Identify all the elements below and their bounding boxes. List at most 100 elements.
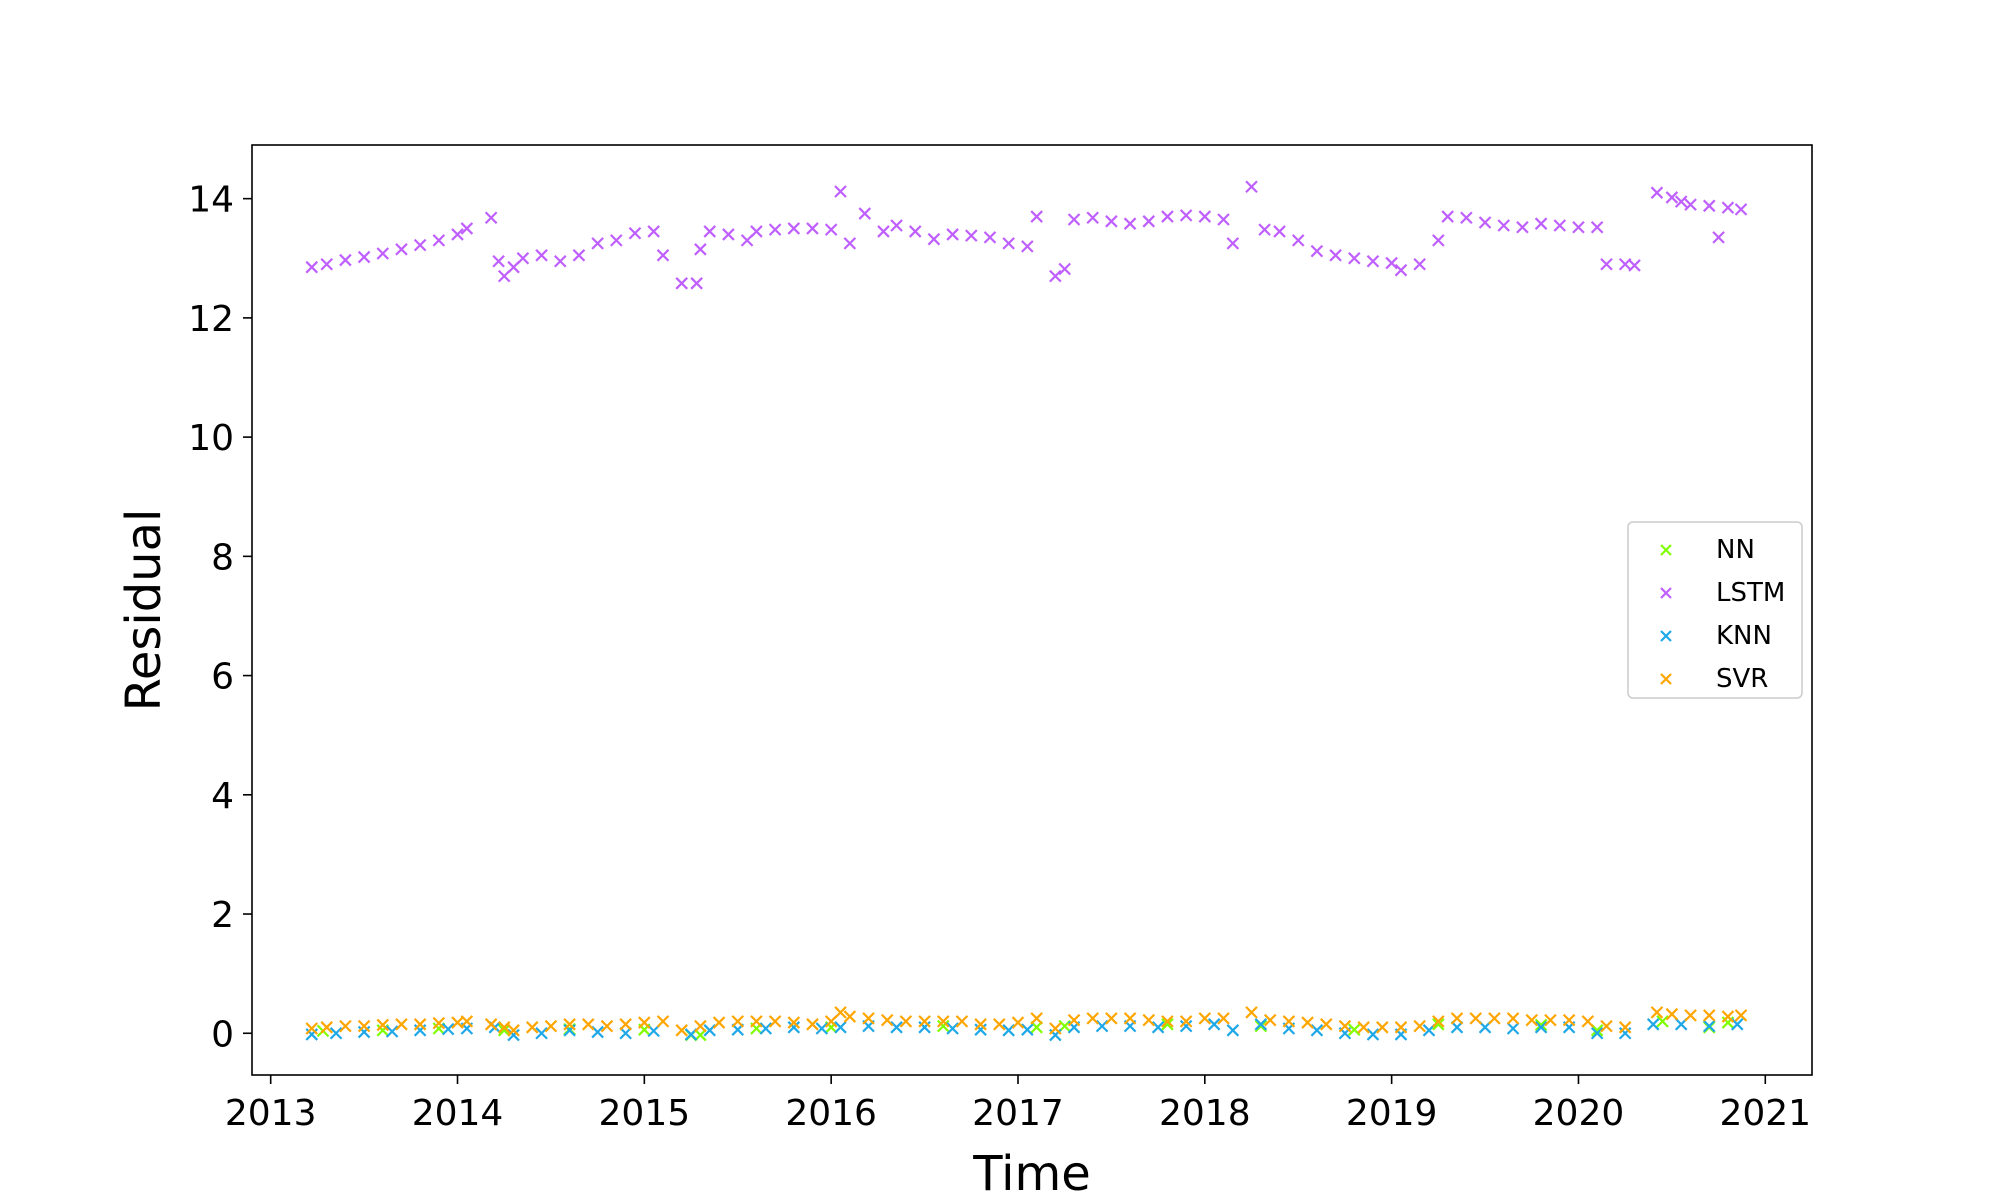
lstm-point xyxy=(1123,217,1137,230)
lstm-point xyxy=(834,185,847,198)
knn-point xyxy=(946,1022,959,1035)
svr-point xyxy=(1702,1009,1716,1022)
lstm-point xyxy=(1712,231,1725,244)
svr-point xyxy=(993,1018,1006,1031)
lstm-point xyxy=(610,234,623,247)
lstm-point xyxy=(927,232,941,246)
svr-point xyxy=(600,1019,614,1033)
x-tick-label: 2015 xyxy=(599,1093,691,1134)
lstm-point xyxy=(516,251,530,265)
svr-point xyxy=(694,1019,707,1033)
nn-point xyxy=(1030,1021,1043,1034)
svr-point xyxy=(1319,1018,1333,1031)
lstm-point xyxy=(983,231,997,244)
lstm-point xyxy=(1385,256,1398,270)
y-tick-label: 14 xyxy=(188,180,234,221)
knn-point xyxy=(619,1026,632,1040)
knn-point xyxy=(591,1025,604,1039)
knn-point xyxy=(759,1022,773,1035)
knn-point xyxy=(1646,1018,1660,1031)
svr-point xyxy=(1263,1013,1277,1027)
svr-point xyxy=(1544,1013,1557,1027)
lstm-point xyxy=(492,254,505,268)
svr-point xyxy=(1469,1012,1482,1025)
svr-point xyxy=(525,1021,539,1034)
x-tick-label: 2014 xyxy=(412,1093,504,1134)
svr-point xyxy=(1142,1013,1156,1027)
lstm-point xyxy=(1497,219,1511,232)
x-axis-title: Time xyxy=(972,1146,1090,1200)
svr-point xyxy=(1338,1019,1352,1033)
svr-point xyxy=(544,1019,558,1033)
knn-point xyxy=(413,1024,427,1037)
legend-marker-svr xyxy=(1660,673,1672,685)
nn-point xyxy=(1348,1023,1361,1036)
legend-marker-knn xyxy=(1660,630,1672,642)
lstm-point xyxy=(890,219,903,232)
legend: NN LSTM KNN SVR xyxy=(1627,521,1803,699)
svr-point xyxy=(484,1018,498,1031)
svr-point xyxy=(1105,1012,1118,1025)
knn-point xyxy=(357,1025,371,1039)
knn-point xyxy=(563,1024,576,1037)
lstm-point xyxy=(1684,198,1697,211)
lstm-point xyxy=(1572,220,1585,234)
lstm-point xyxy=(395,243,408,256)
svr-point xyxy=(731,1015,745,1028)
lstm-point xyxy=(908,225,922,238)
lstm-point xyxy=(1021,240,1034,253)
knn-point xyxy=(385,1025,399,1038)
svr-point xyxy=(1030,1012,1043,1025)
knn-point xyxy=(703,1024,717,1037)
svr-point xyxy=(1282,1015,1296,1028)
lstm-point xyxy=(1478,216,1492,229)
lstm-point xyxy=(965,229,978,242)
lstm-point xyxy=(1030,210,1043,223)
lstm-point xyxy=(1553,219,1567,232)
knn-point xyxy=(1310,1024,1324,1037)
lstm-point xyxy=(1348,251,1361,265)
lstm-point xyxy=(1413,257,1426,271)
svr-point xyxy=(1123,1012,1137,1025)
lstm-point xyxy=(591,237,604,250)
y-tick-label: 12 xyxy=(188,299,234,340)
knn-point xyxy=(507,1028,520,1042)
svr-point xyxy=(1301,1016,1314,1029)
lstm-point xyxy=(1273,225,1286,238)
lstm-point xyxy=(877,225,890,238)
knn-point xyxy=(329,1026,343,1040)
svr-point xyxy=(619,1018,632,1031)
lstm-point xyxy=(1105,215,1118,228)
lstm-point xyxy=(787,222,801,235)
lstm-point xyxy=(1002,237,1015,250)
nn-point xyxy=(936,1019,950,1033)
svr-point xyxy=(1179,1015,1193,1028)
lstm-point xyxy=(451,228,464,241)
svr-point xyxy=(1086,1012,1099,1025)
lstm-point xyxy=(1142,215,1156,228)
svr-point xyxy=(1684,1009,1697,1022)
legend-box xyxy=(1627,521,1803,699)
lstm-point xyxy=(675,277,688,290)
knn-point xyxy=(441,1022,455,1036)
svr-point xyxy=(376,1018,390,1032)
svr-point xyxy=(1665,1007,1679,1021)
knn-point xyxy=(1254,1018,1268,1031)
lstm-point xyxy=(768,223,782,236)
x-tick-label: 2018 xyxy=(1159,1093,1251,1134)
nn-point xyxy=(1656,1015,1669,1028)
lstm-point xyxy=(339,253,352,267)
nn-point xyxy=(1432,1018,1445,1031)
svr-point xyxy=(712,1016,726,1029)
lstm-point xyxy=(572,249,586,262)
x-tick-label: 2016 xyxy=(785,1093,877,1134)
svr-point xyxy=(1525,1013,1539,1027)
lstm-point xyxy=(806,222,819,235)
lstm-point xyxy=(1394,263,1408,277)
lstm-point xyxy=(628,226,642,240)
lstm-point xyxy=(694,243,707,256)
svr-point xyxy=(1357,1021,1370,1034)
lstm-point xyxy=(1067,213,1081,226)
lstm-point xyxy=(1198,210,1212,223)
